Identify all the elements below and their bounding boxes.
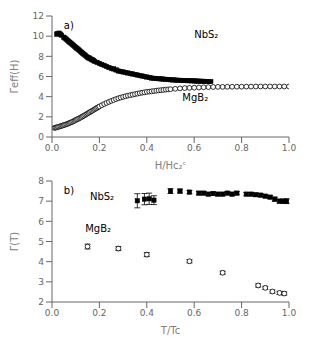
svg-text:1.0: 1.0: [282, 143, 297, 153]
html-text:NbS₂: NbS₂: [89, 190, 115, 202]
svg-text:8: 8: [38, 176, 44, 186]
svg-text:3: 3: [38, 277, 44, 287]
svg-text:0: 0: [38, 132, 44, 142]
svg-text:8: 8: [38, 52, 44, 62]
svg-text:5: 5: [38, 237, 44, 247]
svg-text:Γ(T): Γ(T): [9, 232, 20, 252]
svg-text:10: 10: [33, 31, 45, 41]
html-text:b): b): [63, 184, 75, 196]
svg-text:0.0: 0.0: [45, 143, 60, 153]
html-text:a): a): [63, 19, 74, 31]
svg-text:H/Hc₂ᶜ: H/Hc₂ᶜ: [155, 160, 187, 171]
svg-text:4: 4: [38, 92, 44, 102]
svg-text:0.6: 0.6: [187, 143, 202, 153]
svg-text:6: 6: [38, 72, 44, 82]
html-text:NbS₂: NbS₂: [194, 29, 219, 41]
svg-text:12: 12: [33, 11, 44, 21]
svg-text:0.0: 0.0: [45, 308, 60, 318]
svg-text:0.8: 0.8: [234, 308, 249, 318]
svg-text:7: 7: [38, 196, 44, 206]
svg-text:T/Tc: T/Tc: [160, 325, 180, 336]
svg-text:2: 2: [38, 112, 44, 122]
svg-text:Γeff(H): Γeff(H): [9, 59, 20, 93]
svg-text:0.6: 0.6: [187, 308, 202, 318]
svg-text:0.8: 0.8: [234, 143, 249, 153]
svg-text:2: 2: [38, 297, 44, 307]
html-text:MgB₂: MgB₂: [182, 92, 209, 104]
html-text:MgB₂: MgB₂: [85, 223, 111, 235]
svg-text:0.2: 0.2: [92, 143, 106, 153]
svg-text:0.4: 0.4: [140, 308, 155, 318]
svg-text:6: 6: [38, 217, 44, 227]
svg-text:0.4: 0.4: [140, 143, 155, 153]
svg-text:0.2: 0.2: [92, 308, 106, 318]
svg-text:1.0: 1.0: [282, 308, 297, 318]
svg-text:4: 4: [38, 257, 44, 267]
